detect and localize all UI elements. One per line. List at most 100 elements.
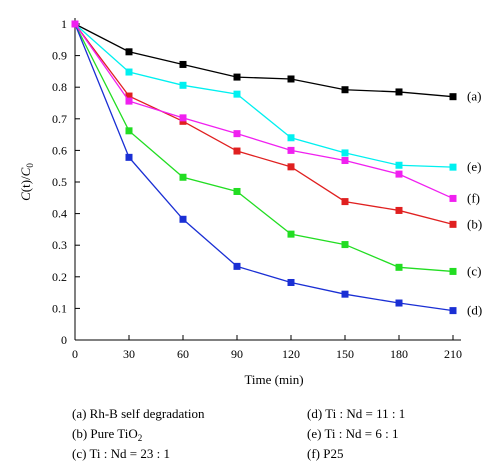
data-point [179,215,187,223]
y-tick-label: 0.5 [52,175,67,189]
x-tick-label: 30 [123,347,135,361]
legend-item-b: (b) Pure TiO2 [72,424,307,444]
x-tick-label: 210 [444,347,462,361]
legend-item-f: (f) P25 [307,444,492,464]
legend-row-2: (b) Pure TiO2 (e) Ti : Nd = 6 : 1 [72,424,492,444]
data-point [449,93,457,101]
data-point [341,157,349,165]
legend-sub-b: 2 [137,433,143,443]
data-point [125,97,133,105]
series-line-1 [74,23,454,225]
y-tick-label: 0 [61,333,67,347]
data-point [179,173,187,181]
data-point [287,278,295,286]
legend-row-1: (a) Rh-B self degradation (d) Ti : Nd = … [72,404,492,424]
data-point [125,48,133,56]
data-point [395,299,403,307]
x-tick-label: 90 [231,347,243,361]
data-point [125,127,133,135]
data-point [287,163,295,171]
x-tick-label: 120 [282,347,300,361]
data-point [449,267,457,275]
x-tick-label: 60 [177,347,189,361]
data-point [125,153,133,161]
series-label: (e) [467,159,481,174]
series-line-4 [74,23,454,168]
legend: (a) Rh-B self degradation (d) Ti : Nd = … [72,404,492,464]
data-point [341,198,349,206]
data-point [233,90,241,98]
data-point [233,147,241,155]
y-tick-label: 0.4 [52,207,67,221]
data-point [449,220,457,228]
data-point [395,161,403,169]
legend-item-c: (c) Ti : Nd = 23 : 1 [72,444,307,464]
y-tick-label: 0.9 [52,49,67,63]
legend-item-a: (a) Rh-B self degradation [72,404,307,424]
y-tick-label: 0.8 [52,80,67,94]
legend-item-e: (e) Ti : Nd = 6 : 1 [307,424,492,444]
x-axis-label: Time (min) [244,372,303,387]
data-point [125,92,133,100]
data-point [233,187,241,195]
series-line-3 [74,23,454,312]
data-point [233,73,241,81]
axes [74,18,461,341]
ticks: 0 0.1 0.2 0.3 0.4 0.5 0.6 0.7 0.8 0.9 1 0 30 60 90 120 1… [52,17,462,361]
data-point [287,146,295,154]
y-tick-label: 0.1 [52,301,67,315]
data-point [179,60,187,68]
y-axis-label-c: C [18,192,33,201]
series-label: (f) [467,190,480,205]
y-tick-label: 0.7 [52,112,67,126]
y-axis-label-sub: 0 [25,163,35,168]
data-point [125,68,133,76]
data-point [71,20,79,28]
series-line-0 [74,23,454,98]
legend-text-c: (c) Ti : Nd = 23 : 1 [72,446,170,461]
data-point [449,163,457,171]
y-axis-label-c0: C [18,167,33,176]
data-point [395,170,403,178]
data-point [395,206,403,214]
data-point [341,149,349,157]
data-point [341,86,349,94]
legend-text-b: (b) Pure TiO [72,426,138,441]
series [71,20,457,315]
chart: 0 0.1 0.2 0.3 0.4 0.5 0.6 0.7 0.8 0.9 1 0 30 60 90 120 1… [18,17,482,387]
y-axis-label: C(t)/C0 [18,163,35,201]
data-point [179,114,187,122]
data-point [395,88,403,96]
y-axis-label-t: (t)/ [18,176,33,192]
series-line-5 [74,23,454,200]
data-point [287,75,295,83]
y-tick-label: 0.3 [52,238,67,252]
series-label: (c) [467,263,481,278]
data-point [233,262,241,270]
series-line-2 [74,23,454,273]
data-point [395,263,403,271]
series-label: (a) [467,89,481,104]
legend-text-a: (a) Rh-B self degradation [72,406,205,421]
legend-row-3: (c) Ti : Nd = 23 : 1 (f) P25 [72,444,492,464]
y-tick-label: 0.6 [52,143,67,157]
x-tick-label: 180 [390,347,408,361]
labels: Time (min)C(t)/C0(a)(b)(c)(d)(e)(f) [18,89,482,387]
y-tick-label: 1 [61,17,67,31]
legend-item-d: (d) Ti : Nd = 11 : 1 [307,404,492,424]
data-point [449,307,457,315]
legend-text-e: (e) Ti : Nd = 6 : 1 [307,426,399,441]
data-point [341,290,349,298]
series-label: (d) [467,303,482,318]
legend-text-d: (d) Ti : Nd = 11 : 1 [307,406,406,421]
x-tick-label: 150 [336,347,354,361]
data-point [287,134,295,142]
data-point [287,230,295,238]
x-tick-label: 0 [72,347,78,361]
data-point [449,194,457,202]
data-point [233,130,241,138]
data-point [341,241,349,249]
data-point [179,81,187,89]
series-label: (b) [467,216,482,231]
legend-text-f: (f) P25 [307,446,344,461]
